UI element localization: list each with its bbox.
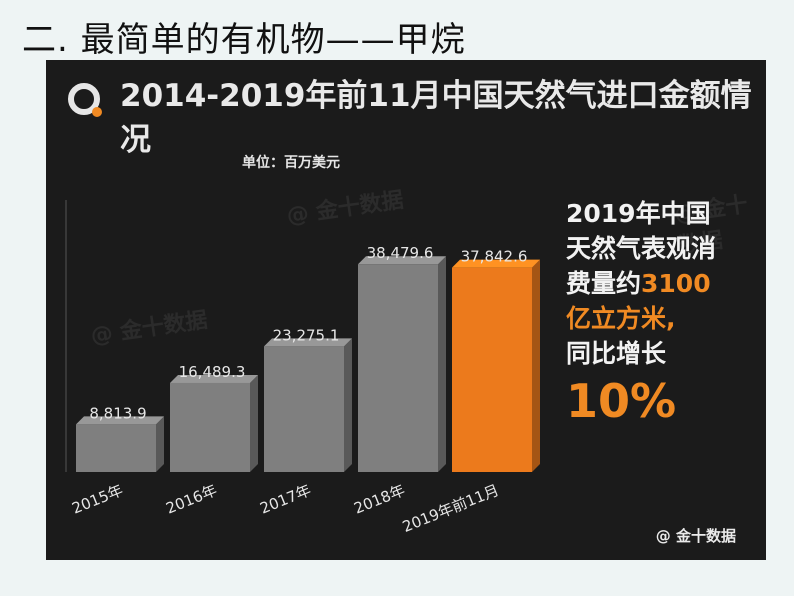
bar-side	[250, 374, 258, 472]
side-note-unit: 亿立方米,	[566, 304, 676, 333]
bar-top	[170, 374, 258, 383]
bar-chart: 8,813.9 2015年 16,489.3 2016年 23,275.1 2017年 38…	[65, 200, 540, 536]
category-label: 2019年前11月	[400, 481, 502, 536]
bar-front	[358, 264, 438, 472]
category-label: 2018年	[351, 481, 407, 518]
bar-top	[76, 416, 164, 425]
bar-front	[264, 346, 344, 472]
bar-2018年	[358, 256, 446, 472]
data-label: 16,489.3	[179, 363, 246, 381]
bar-2017年	[264, 338, 352, 472]
bar-2015年	[76, 416, 164, 472]
side-note-line: 费量约3100	[566, 266, 766, 301]
bar-side	[532, 259, 540, 472]
side-note-line: 天然气表观消	[566, 234, 717, 263]
data-label: 23,275.1	[273, 326, 340, 344]
category-label: 2017年	[257, 481, 313, 518]
bar-top	[264, 338, 352, 347]
consumption-value: 3100	[641, 269, 711, 298]
data-label: 38,479.6	[367, 244, 434, 262]
bar-top	[358, 256, 446, 265]
category-label: 2015年	[69, 481, 125, 518]
slide-heading: 二. 最简单的有机物——甲烷	[22, 20, 466, 60]
bar-top	[452, 259, 540, 268]
side-note-prefix: 费量约	[566, 269, 642, 298]
chart-panel: 2014-2019年前11月中国天然气进口金额情况 单位：百万美元 @ 金十数据…	[46, 60, 766, 560]
bar-side	[156, 416, 164, 472]
side-note-line: 同比增长	[566, 339, 667, 368]
bar-side	[438, 256, 446, 472]
bar-2016年	[170, 374, 258, 472]
bar-front	[170, 382, 250, 472]
data-label: 8,813.9	[89, 404, 146, 422]
side-note-line: 2019年中国	[566, 199, 711, 228]
bar-front	[452, 267, 532, 472]
data-label: 37,842.6	[461, 248, 528, 266]
bar-2019年前11月	[452, 259, 540, 472]
logo-icon	[68, 83, 102, 117]
source-label: @ 金十数据	[655, 527, 736, 545]
bar-side	[344, 338, 352, 472]
bar-front	[76, 424, 156, 472]
growth-value: 10%	[566, 374, 677, 428]
unit-label: 单位：百万美元	[242, 155, 340, 171]
side-note: 2019年中国 天然气表观消 费量约3100 亿立方米, 同比增长 10%	[566, 196, 766, 431]
chart-title: 2014-2019年前11月中国天然气进口金额情况	[120, 78, 752, 158]
category-label: 2016年	[163, 481, 219, 518]
